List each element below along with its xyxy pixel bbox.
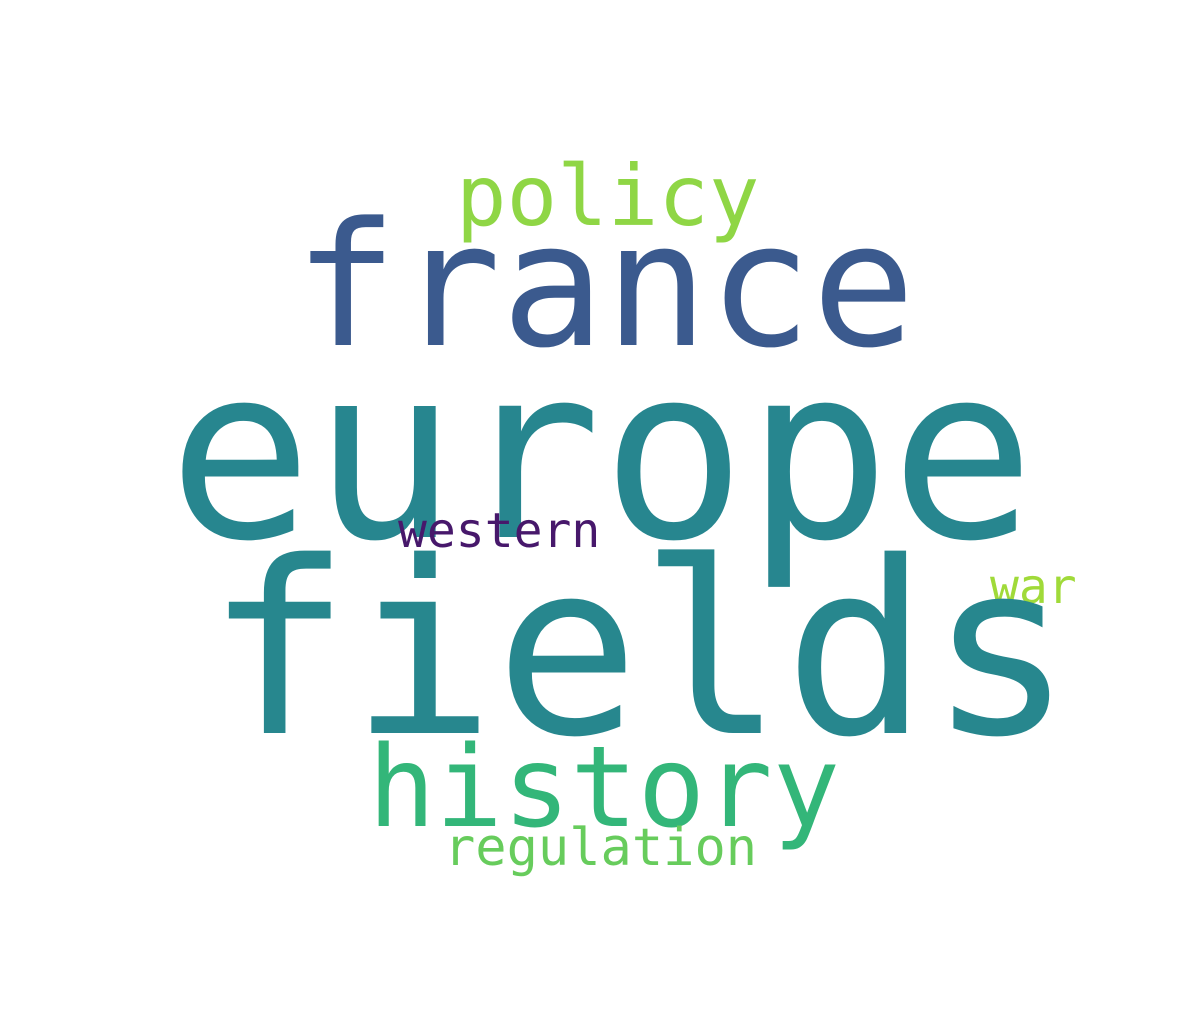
word-france: france [294,185,916,386]
word-fields: fields [206,510,1073,790]
word-regulation: regulation [444,818,758,878]
word-western: western [398,503,601,559]
word-war: war [990,559,1077,615]
word-policy: policy [456,147,760,245]
word-history: history [368,723,841,853]
word-europe: europe [168,314,1035,594]
